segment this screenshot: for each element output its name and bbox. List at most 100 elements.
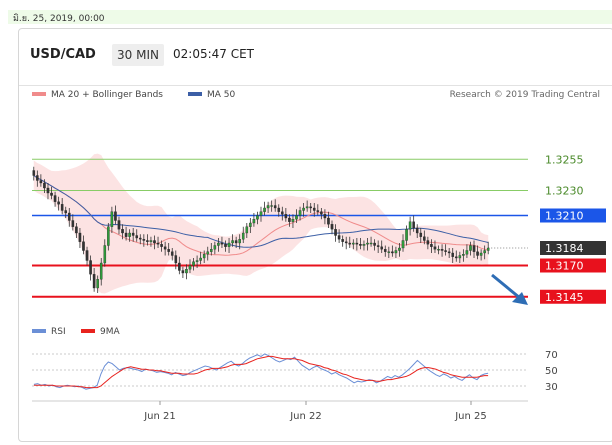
candle: [135, 229, 139, 242]
candle: [302, 203, 305, 217]
ma20-legend-swatch: [32, 92, 46, 96]
candle: [415, 224, 419, 238]
date-strip: [8, 10, 612, 24]
candle: [156, 236, 160, 248]
candle: [213, 241, 217, 255]
rsi-tick-label-70: 70: [545, 350, 558, 361]
forecast-arrow-head: [512, 292, 528, 305]
candle: [259, 206, 263, 222]
candle: [110, 206, 114, 233]
candle: [153, 235, 156, 250]
candle: [263, 201, 266, 216]
candle: [362, 240, 366, 251]
x-axis-layer: Jun 21 Jun 22 Jun 25: [32, 400, 528, 422]
candle: [327, 211, 330, 228]
candle: [160, 240, 163, 252]
candle: [117, 216, 121, 235]
candle: [281, 206, 284, 221]
rsi-legend-swatch: [32, 329, 46, 333]
candle: [465, 244, 469, 258]
candle: [39, 174, 43, 187]
candle: [199, 251, 202, 265]
candle: [170, 248, 174, 261]
level-label-1-3230: 1.3230: [545, 185, 584, 198]
candle: [352, 239, 355, 250]
x-tick-label: Jun 22: [289, 411, 322, 422]
candle: [387, 246, 391, 258]
candle: [394, 246, 398, 258]
candle: [320, 208, 323, 220]
candle: [430, 239, 433, 253]
candle: [440, 244, 444, 257]
candle: [479, 249, 483, 261]
candle: [412, 215, 415, 232]
candle: [178, 256, 181, 275]
candle: [96, 275, 99, 293]
ma50-legend-swatch: [188, 92, 202, 96]
rsi-tick-label-50: 50: [545, 366, 558, 377]
candle: [50, 186, 53, 200]
candle: [419, 228, 423, 243]
x-tick-label: Jun 25: [454, 411, 487, 422]
candle: [341, 235, 344, 247]
candle: [437, 245, 440, 255]
candle: [43, 179, 46, 193]
candle: [451, 248, 455, 263]
level-label-1-3170: 1.3170: [545, 260, 584, 273]
candle: [103, 239, 107, 267]
candle: [284, 208, 288, 222]
candle: [458, 251, 462, 263]
candle: [149, 236, 153, 247]
candle: [57, 196, 60, 211]
ma50-legend-label: MA 50: [207, 90, 236, 100]
candle: [245, 223, 249, 238]
candle: [270, 200, 273, 212]
candle: [273, 199, 277, 212]
ma50-line: [33, 175, 489, 248]
candle: [398, 243, 401, 257]
candle: [252, 213, 256, 227]
candle: [298, 206, 302, 221]
chart-header: USD/CAD 30 MIN 02:05:47 CET: [19, 29, 612, 85]
candle: [277, 204, 281, 217]
level-tag-1-3210: [540, 208, 606, 223]
candle: [337, 229, 341, 243]
candle: [373, 239, 376, 251]
candle: [217, 238, 220, 252]
candle: [249, 218, 252, 233]
bollinger-band-fill: [33, 153, 489, 294]
candle: [124, 226, 128, 241]
candle: [146, 234, 149, 246]
candle: [344, 236, 348, 250]
candle: [483, 245, 486, 260]
candles-layer: [32, 166, 490, 293]
forecast-arrow-shaft: [491, 273, 521, 300]
candle: [206, 246, 210, 261]
timeframe-selector[interactable]: 30 MIN: [112, 44, 164, 66]
candle: [348, 236, 352, 248]
level-tag-1-3145: [540, 289, 606, 304]
candle: [53, 191, 57, 207]
candle: [107, 223, 110, 251]
candle: [89, 255, 92, 281]
candle: [192, 258, 195, 271]
level-label-1-3255: 1.3255: [545, 153, 584, 166]
candle: [85, 246, 89, 266]
level-labels-layer: 1.3255 1.3230 1.3210 1.3184 1.3170 1.3145: [540, 153, 606, 304]
rsi-legend-label: RSI: [51, 327, 66, 337]
rsi-9ma-line: [33, 355, 489, 389]
candle: [224, 240, 227, 252]
candle: [131, 228, 135, 242]
candle: [163, 241, 167, 256]
candle: [82, 235, 85, 255]
candle: [32, 166, 36, 181]
candle: [231, 234, 234, 247]
candle: [195, 255, 199, 268]
candle: [376, 240, 380, 253]
candle: [92, 268, 96, 292]
candle: [330, 220, 334, 235]
candle: [426, 236, 430, 250]
candle: [185, 264, 188, 280]
candle: [355, 238, 359, 251]
